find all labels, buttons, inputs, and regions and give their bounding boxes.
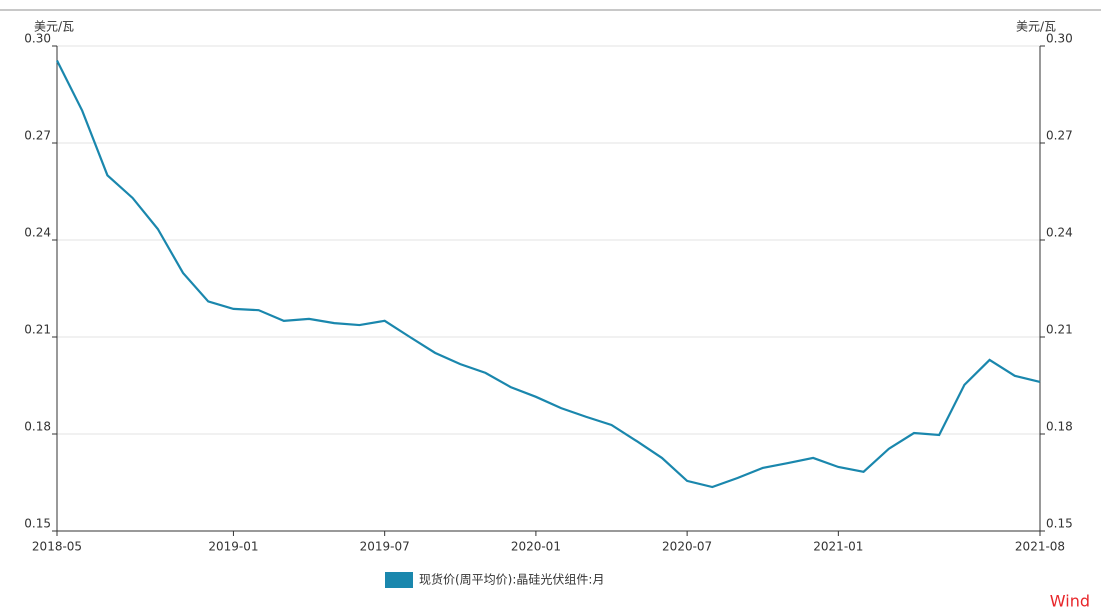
x-tick-label: 2021-01 bbox=[813, 540, 863, 554]
y2-tick-label: 0.27 bbox=[1046, 129, 1073, 143]
legend-label: 现货价(周平均价):晶硅光伏组件:月 bbox=[419, 572, 604, 587]
y-axis-label: 美元/瓦 bbox=[34, 20, 74, 34]
y2-tick-label: 0.21 bbox=[1046, 323, 1073, 337]
y-tick-label: 0.27 bbox=[24, 129, 51, 143]
y-tick-label: 0.30 bbox=[24, 32, 51, 46]
y-tick-label: 0.24 bbox=[24, 226, 51, 240]
x-tick-label: 2019-01 bbox=[208, 540, 258, 554]
y2-tick-label: 0.30 bbox=[1046, 32, 1073, 46]
y2-axis-label: 美元/瓦 bbox=[1016, 20, 1056, 34]
legend-swatch bbox=[385, 572, 413, 588]
y-tick-label: 0.21 bbox=[24, 323, 51, 337]
y2-tick-label: 0.24 bbox=[1046, 226, 1073, 240]
y2-tick-label: 0.15 bbox=[1046, 517, 1073, 531]
y-tick-label: 0.18 bbox=[24, 420, 51, 434]
y-tick-label: 0.15 bbox=[24, 517, 51, 531]
x-tick-label: 2018-05 bbox=[32, 540, 82, 554]
y2-tick-label: 0.18 bbox=[1046, 420, 1073, 434]
x-tick-label: 2020-07 bbox=[662, 540, 712, 554]
x-tick-label: 2021-08 bbox=[1015, 540, 1065, 554]
watermark: Wind bbox=[1050, 592, 1090, 611]
x-tick-label: 2020-01 bbox=[511, 540, 561, 554]
x-tick-label: 2019-07 bbox=[360, 540, 410, 554]
line-series bbox=[56, 60, 1041, 489]
